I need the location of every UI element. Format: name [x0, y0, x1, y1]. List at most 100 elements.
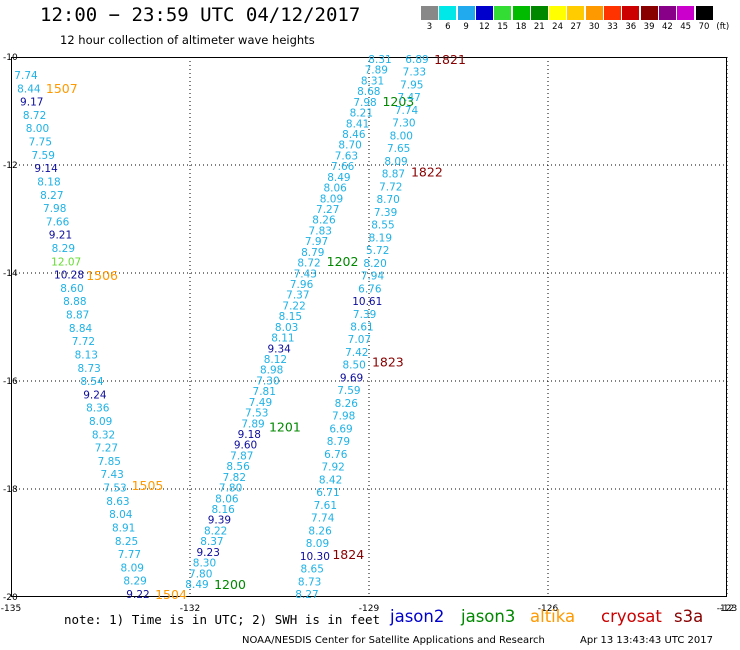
wave-height-value: 8.56 — [226, 461, 250, 473]
track-id-label: 1507 — [46, 81, 78, 96]
wave-height-value: 8.49 — [327, 172, 350, 184]
lon-tick-label: -126 — [538, 604, 559, 614]
wave-height-value: 7.30 — [256, 375, 279, 387]
wave-height-value: 8.21 — [350, 108, 373, 120]
wave-height-value: 9.69 — [340, 372, 363, 384]
wave-height-value: 8.03 — [275, 322, 298, 334]
wave-height-value: 8.09 — [306, 538, 329, 550]
wave-height-value: 7.33 — [403, 67, 426, 79]
lon-tick-label: -123 — [717, 604, 737, 614]
track-id-label: 1202 — [327, 254, 359, 269]
legend-swatch-3 — [421, 6, 438, 20]
wave-height-value: 12.07 — [51, 256, 81, 268]
satellite-jason2: jason2 — [390, 607, 445, 626]
satellite-altika: altika — [530, 607, 576, 626]
wave-height-value: 8.41 — [346, 118, 369, 130]
wave-height-value: 8.09 — [89, 416, 112, 428]
wave-height-value: 8.09 — [121, 562, 144, 574]
track-id-label: 1504 — [155, 587, 187, 602]
legend-label-30: 30 — [588, 22, 600, 32]
lat-tick-label: -16 — [3, 377, 18, 387]
lon-tick-label: -129 — [359, 604, 380, 614]
wave-height-value: 8.29 — [52, 243, 75, 255]
wave-height-value: 8.91 — [112, 522, 135, 534]
wave-height-value: 7.89 — [241, 418, 264, 430]
wave-height-value: 8.31 — [368, 54, 391, 66]
wave-height-value: 8.63 — [106, 496, 129, 508]
wave-height-value: 8.79 — [301, 247, 324, 259]
legend-swatch-30 — [585, 6, 603, 20]
wave-height-value: 7.59 — [32, 150, 55, 162]
track-id-label: 1200 — [214, 577, 246, 592]
legend-swatch-9 — [457, 6, 475, 20]
wave-height-value: 8.11 — [271, 333, 294, 345]
wave-height-value: 8.37 — [200, 536, 223, 548]
wave-height-value: 8.70 — [376, 194, 399, 206]
wave-height-value: 8.68 — [357, 86, 380, 98]
legend-label-70: 70 — [698, 22, 710, 32]
wave-height-value: 7.49 — [249, 397, 272, 409]
wave-height-value: 9.21 — [49, 230, 72, 242]
wave-height-value: 8.55 — [371, 220, 394, 232]
track-id-label: 1506 — [86, 268, 118, 283]
wave-height-value: 8.26 — [312, 215, 336, 227]
wave-height-value: 8.72 — [23, 110, 46, 122]
wave-height-value: 7.43 — [294, 268, 317, 280]
wave-height-value: 7.27 — [316, 204, 339, 216]
wave-height-value: 8.54 — [80, 376, 104, 388]
wave-height-value: 7.77 — [118, 549, 141, 561]
wave-height-value: 9.39 — [208, 515, 231, 527]
track-id-label: 1821 — [434, 52, 466, 67]
lat-tick-label: -20 — [3, 593, 18, 603]
wave-height-value: 8.25 — [115, 536, 138, 548]
wave-height-value: 10.28 — [54, 270, 84, 282]
legend-swatch-6 — [439, 6, 457, 20]
wave-height-value: 7.95 — [400, 79, 423, 91]
wave-height-value: 8.79 — [327, 436, 350, 448]
wave-height-value: 7.43 — [100, 469, 123, 481]
wave-height-value: 8.09 — [384, 156, 407, 168]
wave-height-value: 6.76 — [358, 283, 382, 295]
wave-height-value: 9.24 — [83, 389, 107, 401]
lon-tick-label: -135 — [1, 604, 21, 614]
lon-tick-label: -132 — [180, 604, 200, 614]
wave-height-value: 7.98 — [332, 411, 355, 423]
wave-height-value: 7.61 — [314, 500, 337, 512]
wave-height-value: 6.71 — [316, 487, 339, 499]
wave-height-value: 7.97 — [305, 236, 328, 248]
wave-height-value: 7.42 — [345, 347, 368, 359]
legend-label-6: 6 — [445, 22, 451, 32]
wave-height-value: 8.87 — [382, 169, 405, 181]
wave-height-value: 8.87 — [66, 310, 89, 322]
wave-height-value: 8.44 — [17, 83, 41, 95]
lat-tick-label: -14 — [3, 269, 18, 279]
wave-height-value: 8.72 — [297, 258, 320, 270]
wave-height-value: 7.75 — [29, 137, 52, 149]
wave-height-value: 8.30 — [193, 558, 216, 570]
wave-height-value: 8.46 — [342, 129, 366, 141]
wave-height-value: 7.72 — [72, 336, 95, 348]
legend-swatch-70 — [695, 6, 713, 20]
wave-height-value: 9.17 — [20, 97, 43, 109]
legend-swatch-27 — [567, 6, 585, 20]
satellite-s3a: s3a — [674, 607, 704, 626]
legend-label-21: 21 — [533, 22, 545, 32]
wave-height-value: 9.34 — [267, 343, 291, 355]
wave-height-value: 7.59 — [337, 385, 360, 397]
wave-height-value: 8.42 — [319, 474, 342, 486]
wave-height-value: 7.81 — [253, 386, 276, 398]
legend-swatch-36 — [622, 6, 640, 20]
legend-label-3: 3 — [426, 22, 433, 32]
legend-swatch-18 — [512, 6, 530, 20]
legend-label-9: 9 — [463, 22, 469, 32]
legend-label-33: 33 — [607, 22, 618, 32]
wave-height-value: 7.80 — [219, 483, 242, 495]
wave-height-value: 7.53 — [103, 483, 126, 495]
track-id-label: 1505 — [132, 478, 164, 493]
legend-label-18: 18 — [515, 22, 527, 32]
wave-height-value: 9.14 — [34, 163, 58, 175]
generation-timestamp: Apr 13 13:43:43 UTC 2017 — [580, 635, 713, 646]
wave-height-value: 10.61 — [352, 296, 382, 308]
